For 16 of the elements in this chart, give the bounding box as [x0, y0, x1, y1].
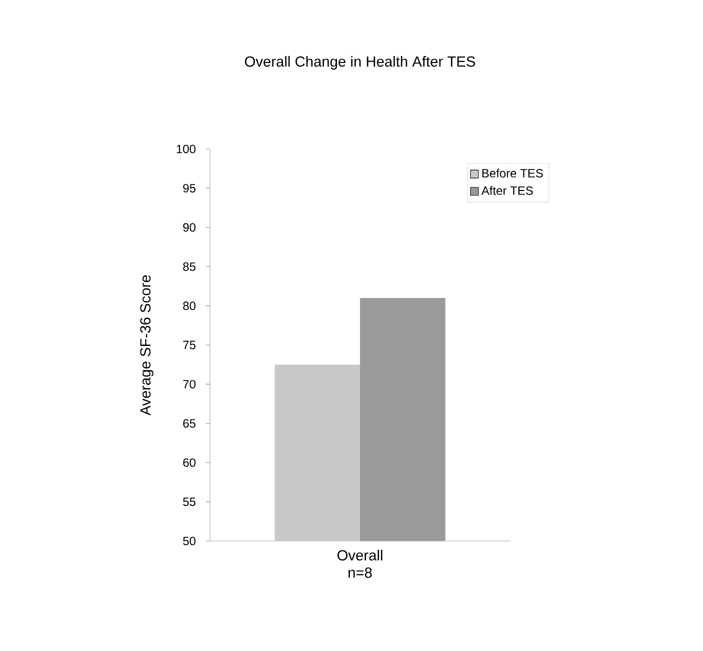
y-tick-label: 60: [183, 458, 196, 467]
y-axis-title: Average SF-36 Score: [140, 275, 154, 416]
y-tick-label: 85: [183, 262, 196, 271]
y-tick-label: 65: [183, 419, 196, 428]
legend-label: After TES: [481, 186, 533, 195]
y-tick-label: 75: [183, 340, 196, 350]
x-tick-label: Overall n=8: [337, 550, 382, 578]
chart-title: Overall Change in Health After TES: [244, 56, 476, 70]
y-tick-label: 80: [183, 302, 196, 310]
y-tick-label: 55: [183, 498, 196, 506]
legend-label: Before TES: [482, 168, 543, 178]
y-tick-label: 70: [183, 380, 196, 388]
y-tick-label: 50: [183, 536, 196, 546]
y-tick-label: 100: [176, 144, 196, 154]
y-tick-label: 95: [183, 184, 196, 192]
y-tick-label: 90: [183, 223, 196, 232]
